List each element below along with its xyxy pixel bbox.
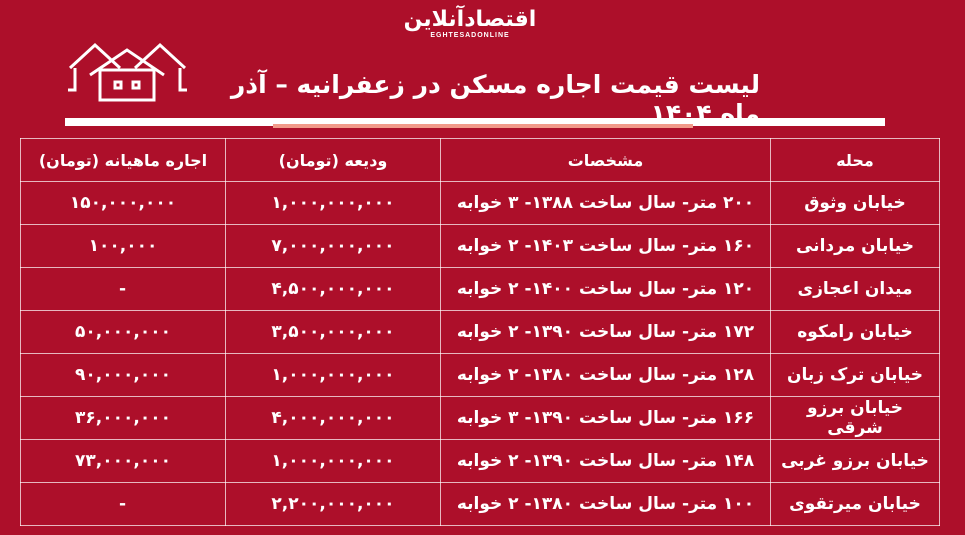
cell-specs: ۱۲۰ متر- سال ساخت ۱۴۰۰- ۲ خوابه [440, 267, 771, 311]
house-icon [68, 42, 187, 102]
cell-deposit: ۷,۰۰۰,۰۰۰,۰۰۰ [225, 224, 441, 268]
title-accent-divider [273, 124, 693, 128]
cell-deposit: ۱,۰۰۰,۰۰۰,۰۰۰ [225, 353, 441, 397]
logo-text-en: EGHTESADONLINE [430, 32, 510, 39]
header-specs: مشخصات [440, 138, 771, 182]
cell-monthly-rent: - [20, 482, 226, 526]
cell-specs: ۱۰۰ متر- سال ساخت ۱۳۸۰- ۲ خوابه [440, 482, 771, 526]
cell-deposit: ۲,۲۰۰,۰۰۰,۰۰۰ [225, 482, 441, 526]
cell-specs: ۱۶۶ متر- سال ساخت ۱۳۹۰- ۳ خوابه [440, 396, 771, 440]
cell-deposit: ۱,۰۰۰,۰۰۰,۰۰۰ [225, 439, 441, 483]
cell-specs: ۱۲۸ متر- سال ساخت ۱۳۸۰- ۲ خوابه [440, 353, 771, 397]
cell-neighborhood: خیابان ترک زبان [770, 353, 940, 397]
logo-text-fa: اقتصادآنلاین [403, 7, 537, 32]
cell-monthly-rent: ۱۰۰,۰۰۰ [20, 224, 226, 268]
page-title: لیست قیمت اجاره مسکن در زعفرانیه – آذر م… [230, 70, 760, 128]
cell-monthly-rent: ۱۵۰,۰۰۰,۰۰۰ [20, 181, 226, 225]
cell-monthly-rent: - [20, 267, 226, 311]
cell-monthly-rent: ۷۳,۰۰۰,۰۰۰ [20, 439, 226, 483]
table-row: خیابان ترک زبان ۱۲۸ متر- سال ساخت ۱۳۸۰- ۲… [20, 353, 940, 397]
table-header-row: محله مشخصات ودیعه (تومان) اجاره ماهیانه … [20, 138, 940, 182]
table-row: خیابان مردانی ۱۶۰ متر- سال ساخت ۱۴۰۳- ۲ خ… [20, 224, 940, 268]
cell-specs: ۱۴۸ متر- سال ساخت ۱۳۹۰- ۲ خوابه [440, 439, 771, 483]
cell-deposit: ۳,۵۰۰,۰۰۰,۰۰۰ [225, 310, 441, 354]
cell-neighborhood: خیابان برزو شرقی [770, 396, 940, 440]
header-neighborhood: محله [770, 138, 940, 182]
cell-neighborhood: خیابان مردانی [770, 224, 940, 268]
table-row: خیابان رامکوه ۱۷۲ متر- سال ساخت ۱۳۹۰- ۲ خ… [20, 310, 940, 354]
cell-neighborhood: خیابان رامکوه [770, 310, 940, 354]
table-row: خیابان برزو شرقی ۱۶۶ متر- سال ساخت ۱۳۹۰- … [20, 396, 940, 440]
cell-neighborhood: خیابان میرتقوی [770, 482, 940, 526]
cell-specs: ۱۶۰ متر- سال ساخت ۱۴۰۳- ۲ خوابه [440, 224, 771, 268]
cell-monthly-rent: ۹۰,۰۰۰,۰۰۰ [20, 353, 226, 397]
cell-deposit: ۴,۵۰۰,۰۰۰,۰۰۰ [225, 267, 441, 311]
cell-specs: ۱۷۲ متر- سال ساخت ۱۳۹۰- ۲ خوابه [440, 310, 771, 354]
rent-price-table: محله مشخصات ودیعه (تومان) اجاره ماهیانه … [20, 138, 940, 526]
cell-neighborhood: میدان اعجازی [770, 267, 940, 311]
cell-monthly-rent: ۳۶,۰۰۰,۰۰۰ [20, 396, 226, 440]
header-deposit: ودیعه (تومان) [225, 138, 441, 182]
table-row: خیابان میرتقوی ۱۰۰ متر- سال ساخت ۱۳۸۰- ۲ … [20, 482, 940, 526]
cell-monthly-rent: ۵۰,۰۰۰,۰۰۰ [20, 310, 226, 354]
header-monthly-rent: اجاره ماهیانه (تومان) [20, 138, 226, 182]
cell-deposit: ۴,۰۰۰,۰۰۰,۰۰۰ [225, 396, 441, 440]
cell-neighborhood: خیابان برزو غربی [770, 439, 940, 483]
table-row: خیابان برزو غربی ۱۴۸ متر- سال ساخت ۱۳۹۰- … [20, 439, 940, 483]
cell-neighborhood: خیابان وثوق [770, 181, 940, 225]
table-row: میدان اعجازی ۱۲۰ متر- سال ساخت ۱۴۰۰- ۲ خو… [20, 267, 940, 311]
brand-logo: اقتصادآنلاین EGHTESADONLINE [395, 8, 545, 48]
cell-specs: ۲۰۰ متر- سال ساخت ۱۳۸۸- ۳ خوابه [440, 181, 771, 225]
title-divider [65, 118, 885, 126]
cell-deposit: ۱,۰۰۰,۰۰۰,۰۰۰ [225, 181, 441, 225]
table-row: خیابان وثوق ۲۰۰ متر- سال ساخت ۱۳۸۸- ۳ خوا… [20, 181, 940, 225]
